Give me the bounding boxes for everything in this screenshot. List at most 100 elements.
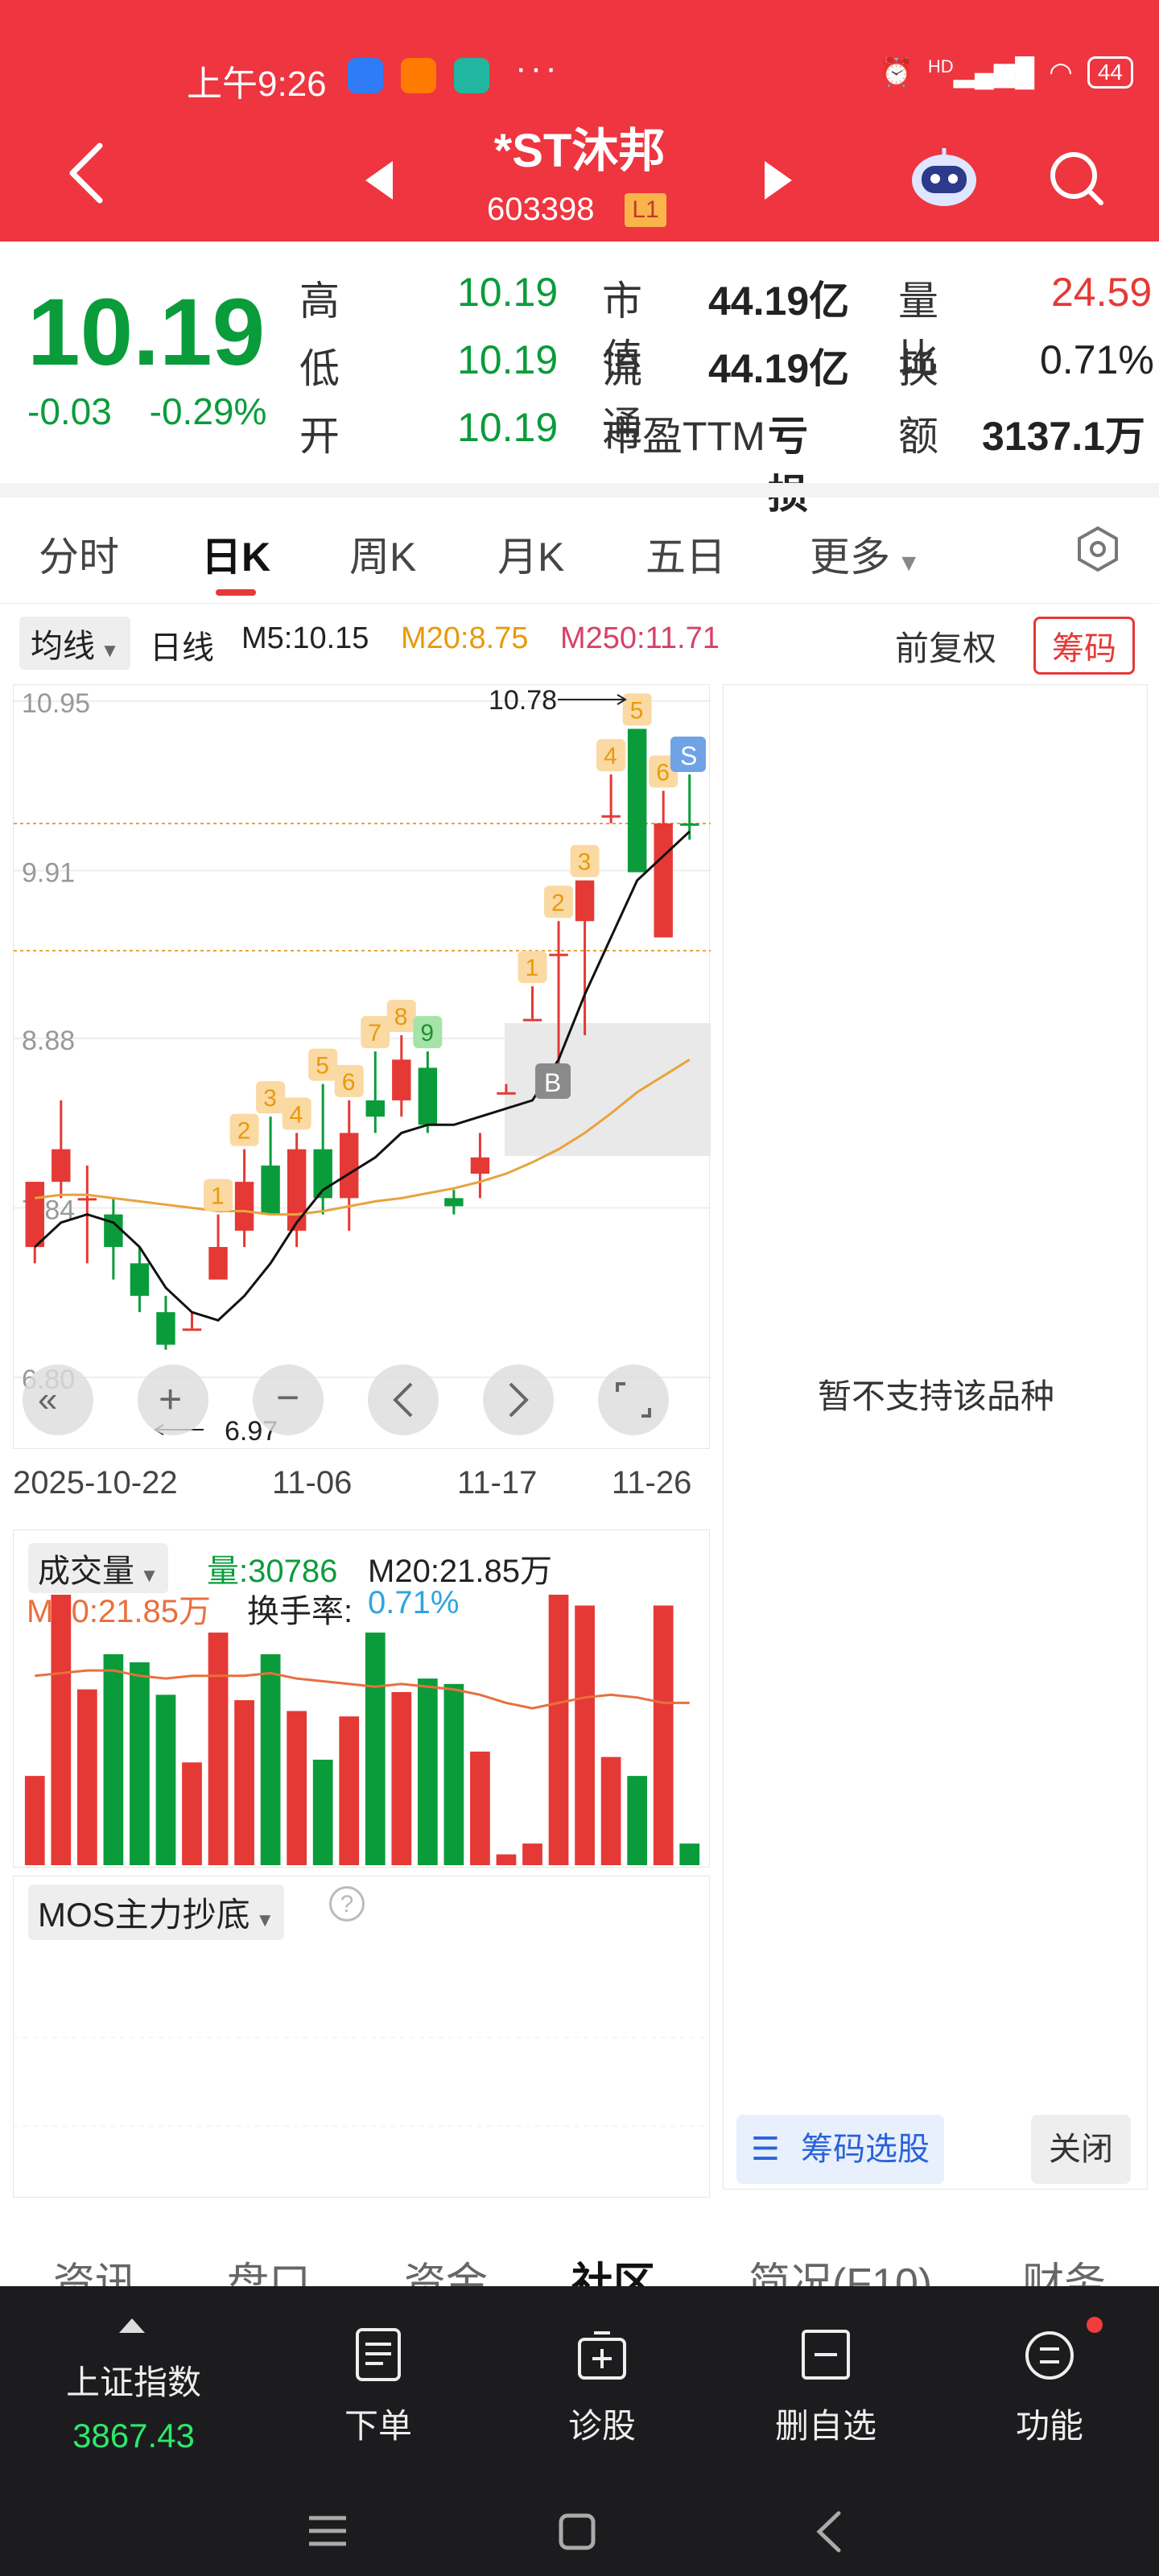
signal-tag-box	[518, 951, 547, 984]
mos-select[interactable]: MOS主力抄底 ▼	[28, 1885, 285, 1940]
indicator-select-label: 均线	[31, 629, 95, 664]
volume-bar	[653, 1605, 674, 1865]
signal-tag-text: 9	[420, 1020, 434, 1046]
chevron-down-icon: ▼	[250, 1909, 275, 1931]
help-icon[interactable]: ?	[329, 1886, 365, 1922]
notification-dot	[1087, 2317, 1103, 2333]
diagnose-button[interactable]: 诊股	[514, 2310, 691, 2487]
candle-body	[340, 1133, 359, 1199]
divider	[0, 483, 1159, 497]
candle-body	[104, 1214, 123, 1248]
back-arrow-icon[interactable]	[64, 141, 109, 205]
menu-icon[interactable]	[306, 2512, 349, 2550]
tab-orderbook[interactable]: 盘口	[227, 2260, 311, 2286]
tab-community[interactable]: 社区	[571, 2260, 656, 2286]
volume-select[interactable]: 成交量 ▼	[28, 1543, 169, 1593]
signal-tag-box	[308, 1048, 338, 1081]
signal-tag-text: 6	[342, 1069, 356, 1096]
adjust-button[interactable]: 前复权	[895, 630, 997, 667]
candle-body	[627, 729, 647, 873]
volume-bar	[103, 1653, 124, 1865]
tab-weekly-k[interactable]: 周K	[349, 535, 417, 580]
ai-robot-icon[interactable]	[908, 145, 980, 209]
candle-body	[444, 1198, 464, 1207]
signal-tag-text: 1	[211, 1183, 225, 1210]
tab-finance[interactable]: 财务	[1022, 2260, 1107, 2286]
candle-body	[365, 1100, 385, 1117]
features-menu-icon	[1025, 2331, 1074, 2380]
tab-more[interactable]: 更多 ▼	[810, 525, 921, 583]
minus-icon: −	[276, 1375, 299, 1420]
status-right: ⏰ HD▂▄▆█ ◠ 44	[880, 56, 1133, 89]
chip-select-button[interactable]: ☰ 筹码选股	[736, 2115, 944, 2184]
y-tick-label: 10.95	[22, 688, 90, 719]
candle-body	[470, 1157, 490, 1174]
chip-select-label: 筹码选股	[801, 2132, 930, 2167]
mos-grid	[14, 2037, 711, 2127]
next-stock-arrow-icon[interactable]	[765, 161, 792, 200]
tab-monthly-k[interactable]: 月K	[497, 535, 565, 580]
tab-daily-k[interactable]: 日K	[201, 535, 271, 580]
settings-hexagon-icon[interactable]	[1074, 525, 1122, 573]
quote-label: 流通	[602, 346, 642, 449]
index-ticker[interactable]: 上证指数 3867.43	[45, 2310, 222, 2487]
change-percent: -0.29%	[149, 390, 267, 432]
current-price: 10.19	[27, 279, 266, 386]
date-label: 11-06	[272, 1465, 353, 1501]
chip-distribution-button[interactable]: 筹码	[1033, 617, 1135, 675]
indicator-select[interactable]: 均线 ▼	[19, 617, 131, 670]
candle-body	[392, 1059, 411, 1100]
fast-back-button[interactable]	[23, 1364, 93, 1435]
sell-marker-box	[670, 737, 706, 772]
signal-icon: HD▂▄▆█	[927, 56, 1035, 88]
tab-five-day[interactable]: 五日	[645, 535, 726, 580]
index-name: 上证指数	[65, 2363, 201, 2401]
order-button[interactable]: 下单	[290, 2310, 467, 2487]
fullscreen-button[interactable]	[598, 1364, 669, 1435]
signal-tag-box	[413, 1016, 443, 1049]
tab-news[interactable]: 资讯	[53, 2260, 138, 2286]
zoom-out-button[interactable]	[253, 1364, 324, 1435]
features-button[interactable]: 功能	[961, 2310, 1138, 2487]
volume-bar	[365, 1633, 386, 1865]
prev-stock-arrow-icon[interactable]	[365, 161, 393, 200]
zoom-in-button[interactable]	[138, 1364, 208, 1435]
back-icon[interactable]	[813, 2510, 845, 2553]
tab-funds[interactable]: 资金	[404, 2260, 489, 2286]
tab-intraday[interactable]: 分时	[39, 535, 119, 580]
tab-f10[interactable]: 简况(F10)	[749, 2260, 933, 2286]
video-notification-icon	[454, 58, 489, 93]
volume-svg	[24, 1595, 700, 1865]
scroll-right-button[interactable]	[483, 1364, 554, 1435]
candle-body	[234, 1182, 254, 1231]
volume-bar	[522, 1843, 542, 1865]
battery-icon: 44	[1087, 56, 1133, 89]
close-button[interactable]: 关闭	[1031, 2115, 1131, 2184]
quote-value: 0.71%	[1040, 337, 1154, 382]
quote-value: 10.19	[457, 337, 559, 382]
volume-panel: 成交量 ▼ 量:30786 M20:21.85万 M20:21.85万 换手率:…	[13, 1530, 710, 1868]
ma5-label: M5:10.15	[241, 621, 369, 655]
volume-bar	[208, 1633, 229, 1865]
search-icon[interactable]	[1048, 150, 1104, 206]
candle-body	[77, 1198, 97, 1201]
candle-body	[25, 1182, 44, 1248]
ma20-label: M20:8.75	[401, 621, 529, 655]
signal-tag-box	[570, 844, 600, 877]
candle-body	[208, 1247, 228, 1280]
status-bar: 上午9:26 ··· ⏰ HD▂▄▆█ ◠ 44	[0, 48, 1159, 105]
chevron-down-icon: ▼	[890, 550, 922, 576]
more-notifications-icon: ···	[515, 48, 560, 88]
volume-bar	[600, 1757, 621, 1865]
scroll-left-button[interactable]	[368, 1364, 439, 1435]
candle-body	[549, 953, 568, 956]
volume-bar	[182, 1762, 202, 1865]
home-icon[interactable]	[557, 2512, 597, 2552]
signal-tag-box	[229, 1113, 259, 1146]
ma250-label: M250:11.71	[560, 621, 720, 655]
features-label: 功能	[1015, 2407, 1083, 2445]
remove-watchlist-button[interactable]: 删自选	[737, 2310, 914, 2487]
